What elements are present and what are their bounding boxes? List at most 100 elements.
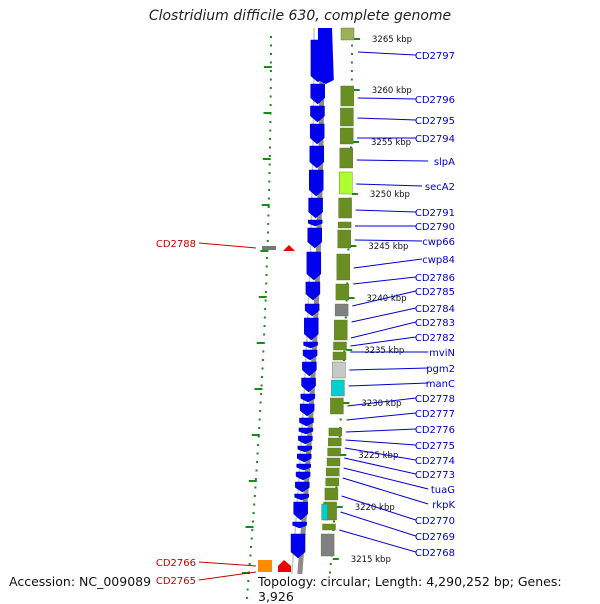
cds-box [340, 27, 355, 41]
gene-leader-line [349, 367, 429, 371]
reverse-gene-arrow [278, 560, 291, 572]
forward-gene-arrow [309, 123, 325, 145]
cds-box [333, 341, 347, 351]
kbp-label: 3265 kbp [372, 35, 412, 45]
forward-gene-arrow [297, 453, 312, 463]
outer-tick-dot [267, 223, 270, 225]
forward-gene-arrow [299, 403, 315, 417]
gene-leader-line [198, 571, 257, 581]
gene-label: CD2795 [415, 116, 455, 127]
outer-major-tick [260, 250, 269, 252]
kbp-label: 3225 kbp [358, 451, 398, 461]
gene-label: secA2 [425, 182, 455, 193]
gene-leader-line [344, 447, 416, 461]
gene-leader-line [345, 428, 416, 433]
cds-box [332, 351, 347, 361]
gene-leader-line [340, 511, 416, 537]
gene-label: CD2796 [415, 95, 455, 106]
outer-tick-dot [269, 70, 272, 72]
outer-tick-dot [258, 427, 261, 429]
gene-leader-line [357, 97, 416, 100]
outer-tick-dot [268, 172, 271, 174]
outer-tick-dot [270, 44, 272, 47]
forward-gene-arrow [301, 377, 316, 393]
gene-label: CD2766 [156, 558, 196, 569]
forward-gene-arrow [306, 251, 322, 281]
forward-gene-arrow [294, 493, 309, 501]
gene-label: manC [426, 379, 455, 390]
accession-text: Accession: NC_009089 [9, 574, 152, 589]
forward-gene-arrow [298, 427, 314, 435]
outer-tick-dot [260, 384, 263, 387]
forward-gene-arrow [307, 227, 323, 249]
gene-label: cwp66 [422, 237, 455, 248]
outer-tick-dot [256, 452, 259, 455]
cds-box [324, 487, 339, 501]
gene-leader-line [350, 321, 416, 339]
gene-label: CD2782 [415, 333, 455, 344]
outer-tick-dot [267, 206, 270, 208]
inner-tick-dot [329, 563, 332, 565]
kbp-label: 3255 kbp [371, 138, 411, 148]
gene-leader-line [347, 397, 416, 407]
outer-major-tick [261, 204, 270, 206]
outer-major-tick [248, 480, 257, 482]
gene-label: CD2778 [415, 394, 455, 405]
outer-tick-dot [270, 36, 272, 38]
outer-tick-dot [253, 495, 256, 497]
outer-tick-dot [262, 350, 265, 353]
cds-box [334, 303, 349, 317]
cds-box [337, 229, 351, 249]
forward-gene-arrow [296, 463, 311, 471]
outer-tick-dot [264, 308, 267, 310]
outer-major-tick [245, 526, 254, 528]
kbp-label-layer: 3265 kbp 3260 kbp 3255 kbp 3250 kbp 3245 kbp… [332, 35, 412, 565]
inner-tick-dot [345, 299, 348, 302]
inner-tick-dot [350, 61, 353, 64]
outer-tick-dot [259, 401, 262, 404]
gene-leader-line [345, 439, 416, 446]
outer-tick-dot [265, 274, 268, 276]
outer-tick-dot [250, 537, 253, 540]
outer-tick-dot [265, 265, 268, 268]
outer-tick-dot [269, 138, 272, 140]
forward-gene-arrow [308, 169, 324, 197]
gene-label: CD2784 [415, 304, 455, 315]
outer-tick-dot [259, 410, 262, 412]
outer-tick-dot [258, 418, 261, 421]
outer-tick-dot [264, 299, 267, 302]
outer-tick-dot [270, 53, 272, 55]
inner-tick-dot [350, 146, 352, 149]
gene-label: slpA [434, 157, 455, 168]
outer-major-tick [256, 342, 265, 344]
outer-tick-dot [268, 155, 271, 157]
outer-tick-dot [255, 469, 258, 472]
outer-tick-dot [263, 316, 266, 319]
outer-tick-dot [269, 129, 272, 132]
gene-label: CD2788 [156, 239, 196, 250]
outer-tick-dot [269, 78, 272, 81]
gene-leader-line [357, 117, 416, 121]
kbp-label: 3235 kbp [364, 346, 404, 356]
forward-gene-arrow [304, 317, 319, 341]
outer-tick-dot [254, 478, 257, 480]
inner-tick-dot [351, 53, 353, 55]
forward-gene-arrow [299, 417, 314, 427]
gene-leader-line [353, 258, 423, 269]
outer-major-tick [251, 434, 260, 436]
gene-label: CD2765 [156, 576, 196, 587]
outer-tick-dot [257, 435, 260, 438]
inner-tick-dot [333, 520, 335, 523]
forward-gene-arrow [310, 105, 325, 123]
inner-tick-dot [339, 418, 342, 421]
inner-tick-dot [347, 248, 350, 251]
gene-label: CD2776 [415, 425, 455, 436]
gene-leader-line [355, 209, 416, 213]
gene-leader-line [343, 467, 429, 490]
forward-gene-arrow [317, 28, 334, 84]
kbp-label: 3230 kbp [361, 399, 401, 409]
gene-label: CD2769 [415, 532, 455, 543]
outer-tick-dot [246, 588, 249, 591]
outer-tick-dot [269, 95, 272, 98]
outer-tick-dot [269, 121, 272, 123]
